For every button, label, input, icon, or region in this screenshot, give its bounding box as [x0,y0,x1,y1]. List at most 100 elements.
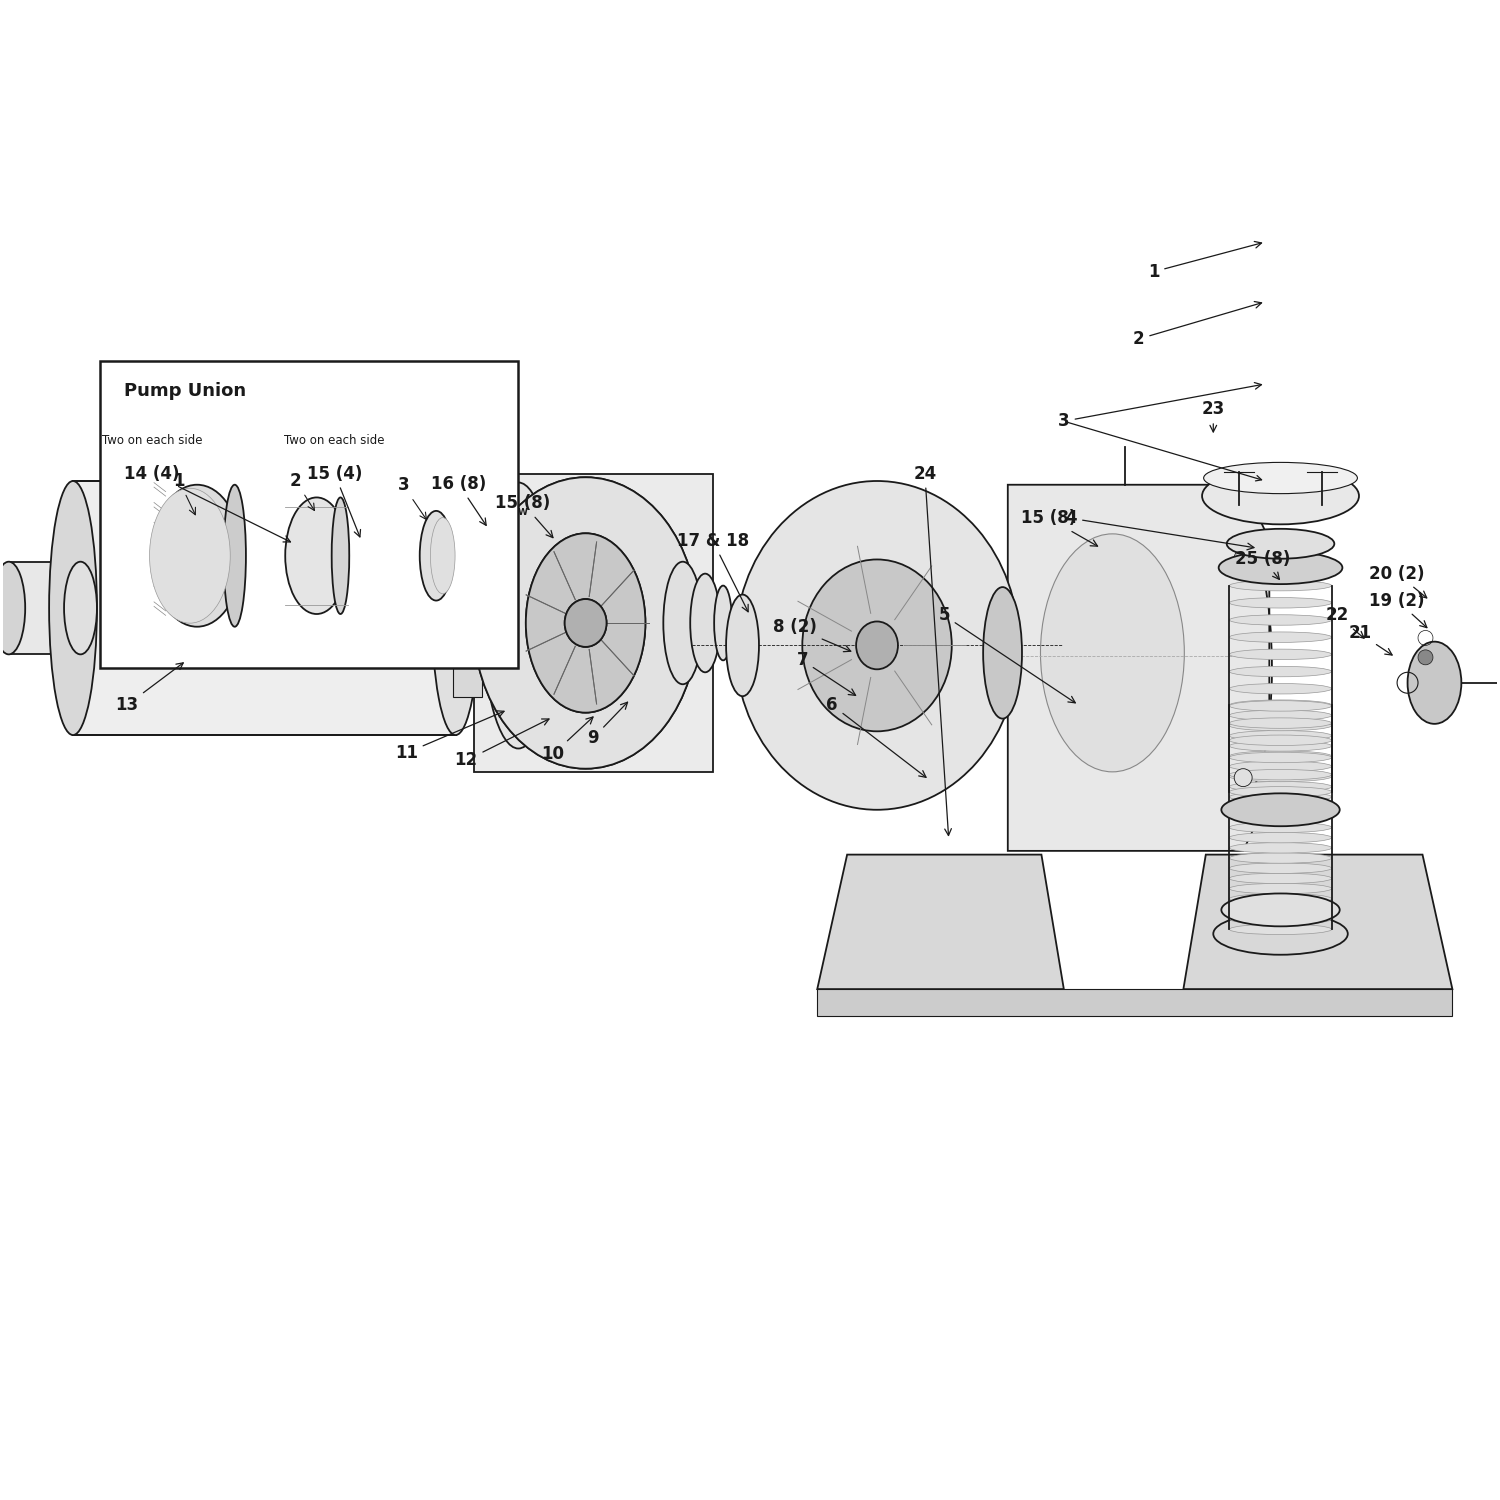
Ellipse shape [802,560,951,732]
Text: 15 (4): 15 (4) [308,465,362,537]
Text: 17 & 18: 17 & 18 [676,532,748,612]
Ellipse shape [1230,822,1332,833]
Ellipse shape [1230,924,1332,934]
Text: 12: 12 [454,718,549,770]
Text: 23: 23 [1202,400,1225,432]
Polygon shape [818,855,1064,988]
Ellipse shape [1230,650,1332,660]
Text: 1: 1 [1148,242,1262,280]
Ellipse shape [1230,752,1332,762]
Ellipse shape [1230,760,1332,771]
Ellipse shape [430,518,454,594]
Ellipse shape [1041,534,1185,772]
Ellipse shape [564,598,606,646]
Ellipse shape [474,477,698,768]
Text: 6: 6 [827,696,926,777]
Ellipse shape [1230,597,1332,608]
Ellipse shape [483,483,554,748]
Ellipse shape [1202,468,1359,525]
Ellipse shape [50,482,98,735]
Ellipse shape [1230,914,1332,924]
Ellipse shape [224,484,246,627]
Ellipse shape [64,561,98,654]
Ellipse shape [526,534,645,712]
Ellipse shape [474,477,698,768]
Ellipse shape [152,484,242,627]
Text: 10: 10 [542,717,592,764]
Ellipse shape [735,482,1019,810]
Ellipse shape [1230,666,1332,676]
Ellipse shape [1230,718,1332,729]
Ellipse shape [1230,735,1332,746]
Circle shape [464,654,476,666]
Text: 21: 21 [1348,624,1392,656]
Ellipse shape [1230,873,1332,883]
Ellipse shape [420,512,453,600]
Ellipse shape [1230,833,1332,843]
Text: 15 (8): 15 (8) [1022,510,1098,546]
Ellipse shape [1230,710,1332,720]
Ellipse shape [1230,802,1332,813]
Text: 13: 13 [116,663,183,714]
Ellipse shape [1230,894,1332,904]
Text: 5: 5 [939,606,1076,703]
Circle shape [464,549,476,561]
Text: 15 (8): 15 (8) [495,495,554,537]
Text: 2: 2 [1132,302,1262,348]
Ellipse shape [1203,462,1358,494]
Ellipse shape [856,621,898,669]
Circle shape [1418,650,1432,664]
Ellipse shape [1230,700,1332,711]
Ellipse shape [1230,884,1332,894]
Ellipse shape [564,598,606,646]
Polygon shape [453,519,483,698]
Ellipse shape [1230,786,1332,796]
Text: 7: 7 [796,651,855,696]
Text: Two on each side: Two on each side [102,433,202,447]
Ellipse shape [1230,752,1332,762]
Ellipse shape [1234,549,1252,567]
Ellipse shape [1230,770,1332,780]
Text: 11: 11 [394,711,504,762]
Ellipse shape [1230,730,1332,741]
Ellipse shape [150,489,230,622]
Text: Pump Union: Pump Union [124,382,246,400]
Ellipse shape [1230,684,1332,694]
Ellipse shape [1230,615,1332,626]
Ellipse shape [663,561,702,684]
Ellipse shape [1234,768,1252,786]
Ellipse shape [1230,632,1332,642]
Ellipse shape [477,477,560,754]
Bar [100,362,519,668]
Text: Two on each side: Two on each side [285,433,386,447]
Ellipse shape [1227,530,1335,558]
Ellipse shape [1407,642,1461,724]
Text: 4: 4 [1065,510,1254,550]
Ellipse shape [1230,741,1332,752]
Text: 25 (8): 25 (8) [1234,549,1290,579]
Ellipse shape [690,573,720,672]
Text: W: W [518,507,528,516]
Ellipse shape [1230,843,1332,854]
Text: 19 (2): 19 (2) [1370,591,1426,627]
Ellipse shape [1230,812,1332,822]
Text: 8 (2): 8 (2) [772,618,850,651]
Ellipse shape [1230,580,1332,591]
Ellipse shape [1230,853,1332,862]
Ellipse shape [1230,862,1332,873]
Ellipse shape [1230,782,1332,792]
Ellipse shape [332,498,350,614]
Polygon shape [9,561,81,654]
Ellipse shape [432,482,480,735]
Ellipse shape [726,594,759,696]
Ellipse shape [1218,550,1342,584]
Ellipse shape [1221,894,1340,927]
Ellipse shape [0,561,26,654]
Ellipse shape [1230,700,1332,711]
Text: 3: 3 [398,477,426,519]
Ellipse shape [1221,794,1340,826]
Text: 14 (4): 14 (4) [124,465,291,542]
Ellipse shape [982,586,1022,718]
Polygon shape [1008,484,1269,850]
Polygon shape [74,482,456,735]
